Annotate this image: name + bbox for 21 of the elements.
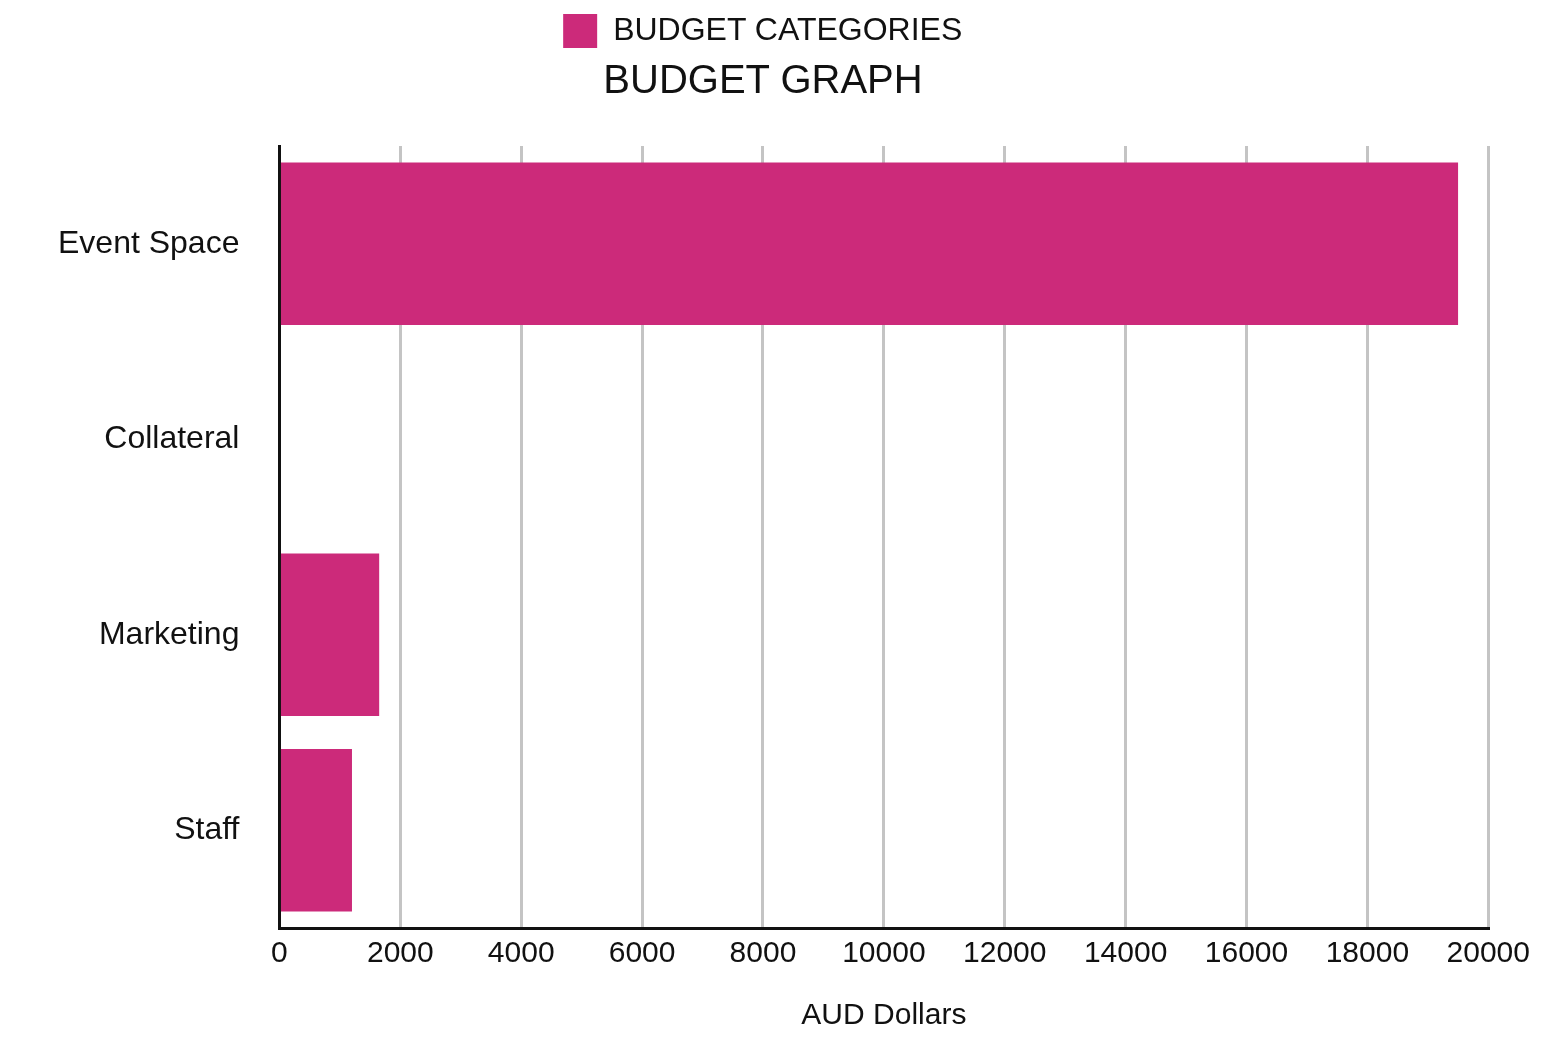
x-tick-label: 18000 [1325, 935, 1410, 969]
x-tick-label: 8000 [729, 935, 797, 969]
legend-label: BUDGET CATEGORIES [613, 10, 963, 47]
x-tick-label: 14000 [1083, 935, 1168, 969]
y-tick-label: Staff [174, 810, 240, 847]
x-tick-label: 2000 [366, 935, 434, 969]
x-tick-label: 20000 [1446, 935, 1531, 969]
bar [280, 749, 352, 912]
x-tick-label: 6000 [608, 935, 676, 969]
x-tick-label: 4000 [487, 935, 555, 969]
x-tick-label: 0 [271, 935, 288, 969]
bar [280, 162, 1459, 325]
x-tick-label: 16000 [1204, 935, 1289, 969]
x-tick-label: 12000 [963, 935, 1047, 969]
y-tick-label: Marketing [98, 614, 240, 651]
x-axis-title: AUD Dollars [801, 997, 967, 1031]
x-tick-label: 10000 [842, 935, 926, 969]
y-tick-label: Collateral [104, 419, 240, 456]
chart-title: BUDGET GRAPH [603, 57, 923, 102]
bar [280, 553, 380, 716]
y-tick-label: Event Space [58, 223, 240, 260]
